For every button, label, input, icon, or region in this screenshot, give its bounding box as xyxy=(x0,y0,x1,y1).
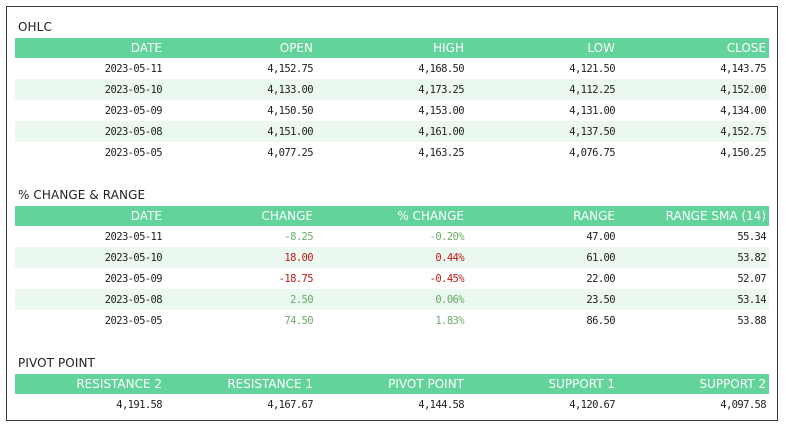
cell-range-sma: 52.07 xyxy=(737,272,766,285)
cell-close: 4,134.00 xyxy=(720,104,766,117)
cell-date: 2023-05-05 xyxy=(104,314,163,327)
table-row: 2023-05-05 4,077.25 4,163.25 4,076.75 4,… xyxy=(15,142,769,163)
cell-high: 4,153.00 xyxy=(418,104,464,117)
cell-date: 2023-05-05 xyxy=(104,146,163,159)
cell-open: 4,077.25 xyxy=(267,146,313,159)
cell-change: 74.50 xyxy=(284,314,313,327)
cell-support-2: 4,097.58 xyxy=(720,398,766,411)
change-range-table: DATE CHANGE % CHANGE RANGE RANGE SMA (14… xyxy=(15,206,769,331)
cell-close: 4,143.75 xyxy=(720,62,766,75)
cell-open: 4,151.00 xyxy=(165,121,316,142)
table-row: 2023-05-11 -8.25 -0.20% 47.00 55.34 xyxy=(15,226,769,247)
cell-range: 22.00 xyxy=(586,272,615,285)
cell-range-sma: 55.34 xyxy=(737,230,766,243)
cell-low: 4,076.75 xyxy=(569,146,615,159)
column-header-close[interactable]: CLOSE xyxy=(618,38,769,58)
pivot-table: RESISTANCE 2 RESISTANCE 1 PIVOT POINT SU… xyxy=(15,374,769,415)
cell-range-sma: 53.88 xyxy=(737,314,766,327)
cell-high: 4,161.00 xyxy=(316,121,467,142)
data-panel: OHLC DATE OPEN HIGH LOW CLOSE 2023-05-11… xyxy=(6,6,778,421)
column-header-support-2[interactable]: SUPPORT 2 xyxy=(618,374,769,394)
ohlc-header-row: DATE OPEN HIGH LOW CLOSE xyxy=(15,38,769,58)
cell-date: 2023-05-08 xyxy=(15,121,165,142)
column-header-resistance-2[interactable]: RESISTANCE 2 xyxy=(15,374,165,394)
cell-change: -18.75 xyxy=(278,272,314,285)
table-row: 2023-05-05 74.50 1.83% 86.50 53.88 xyxy=(15,310,769,331)
cell-date: 2023-05-10 xyxy=(15,79,165,100)
column-header-low[interactable]: LOW xyxy=(467,38,618,58)
cell-range: 61.00 xyxy=(467,247,618,268)
cell-range: 23.50 xyxy=(467,289,618,310)
cell-pct-change: 1.83% xyxy=(435,314,464,327)
cell-low: 4,121.50 xyxy=(569,62,615,75)
cell-open: 4,152.75 xyxy=(267,62,313,75)
table-row: 2023-05-11 4,152.75 4,168.50 4,121.50 4,… xyxy=(15,58,769,79)
column-header-date[interactable]: DATE xyxy=(15,206,165,226)
column-header-support-1[interactable]: SUPPORT 1 xyxy=(467,374,618,394)
cell-resistance-2: 4,191.58 xyxy=(116,398,162,411)
cell-pct-change: 0.44% xyxy=(316,247,467,268)
cell-range-sma: 53.82 xyxy=(618,247,769,268)
column-header-pct-change[interactable]: % CHANGE xyxy=(316,206,467,226)
table-row: 2023-05-10 4,133.00 4,173.25 4,112.25 4,… xyxy=(15,79,769,100)
column-header-resistance-1[interactable]: RESISTANCE 1 xyxy=(165,374,316,394)
column-header-open[interactable]: OPEN xyxy=(165,38,316,58)
cell-pct-change: -0.45% xyxy=(429,272,465,285)
column-header-range[interactable]: RANGE xyxy=(467,206,618,226)
cell-open: 4,133.00 xyxy=(165,79,316,100)
cell-support-1: 4,120.67 xyxy=(569,398,615,411)
cell-range-sma: 53.14 xyxy=(618,289,769,310)
cell-open: 4,150.50 xyxy=(267,104,313,117)
column-header-change[interactable]: CHANGE xyxy=(165,206,316,226)
cell-close: 4,152.75 xyxy=(618,121,769,142)
column-header-pivot-point[interactable]: PIVOT POINT xyxy=(316,374,467,394)
ohlc-table: DATE OPEN HIGH LOW CLOSE 2023-05-11 4,15… xyxy=(15,38,769,163)
table-row: 2023-05-08 2.50 0.06% 23.50 53.14 xyxy=(15,289,769,310)
cell-date: 2023-05-10 xyxy=(15,247,165,268)
change-range-title: % CHANGE & RANGE xyxy=(18,188,146,202)
cell-high: 4,173.25 xyxy=(316,79,467,100)
cell-pct-change: -0.20% xyxy=(429,230,465,243)
cell-change: 18.00 xyxy=(165,247,316,268)
cell-low: 4,131.00 xyxy=(569,104,615,117)
cell-low: 4,112.25 xyxy=(467,79,618,100)
table-row: 4,191.58 4,167.67 4,144.58 4,120.67 4,09… xyxy=(15,394,769,415)
column-header-date[interactable]: DATE xyxy=(15,38,165,58)
cell-date: 2023-05-08 xyxy=(15,289,165,310)
pivot-title: PIVOT POINT xyxy=(18,356,95,370)
pivot-header-row: RESISTANCE 2 RESISTANCE 1 PIVOT POINT SU… xyxy=(15,374,769,394)
cell-pct-change: 0.06% xyxy=(316,289,467,310)
cell-close: 4,150.25 xyxy=(720,146,766,159)
cell-high: 4,168.50 xyxy=(418,62,464,75)
ohlc-title: OHLC xyxy=(18,20,52,34)
cell-change: -8.25 xyxy=(284,230,313,243)
cell-high: 4,163.25 xyxy=(418,146,464,159)
cell-pivot-point: 4,144.58 xyxy=(418,398,464,411)
cell-low: 4,137.50 xyxy=(467,121,618,142)
table-row: 2023-05-10 18.00 0.44% 61.00 53.82 xyxy=(15,247,769,268)
cell-range: 47.00 xyxy=(586,230,615,243)
column-header-high[interactable]: HIGH xyxy=(316,38,467,58)
cell-range: 86.50 xyxy=(586,314,615,327)
change-range-header-row: DATE CHANGE % CHANGE RANGE RANGE SMA (14… xyxy=(15,206,769,226)
cell-resistance-1: 4,167.67 xyxy=(267,398,313,411)
cell-date: 2023-05-11 xyxy=(104,230,163,243)
cell-date: 2023-05-09 xyxy=(104,104,163,117)
cell-date: 2023-05-11 xyxy=(104,62,163,75)
table-row: 2023-05-09 4,150.50 4,153.00 4,131.00 4,… xyxy=(15,100,769,121)
cell-close: 4,152.00 xyxy=(618,79,769,100)
cell-change: 2.50 xyxy=(165,289,316,310)
table-row: 2023-05-08 4,151.00 4,161.00 4,137.50 4,… xyxy=(15,121,769,142)
table-row: 2023-05-09 -18.75 -0.45% 22.00 52.07 xyxy=(15,268,769,289)
cell-date: 2023-05-09 xyxy=(104,272,163,285)
column-header-range-sma[interactable]: RANGE SMA (14) xyxy=(618,206,769,226)
